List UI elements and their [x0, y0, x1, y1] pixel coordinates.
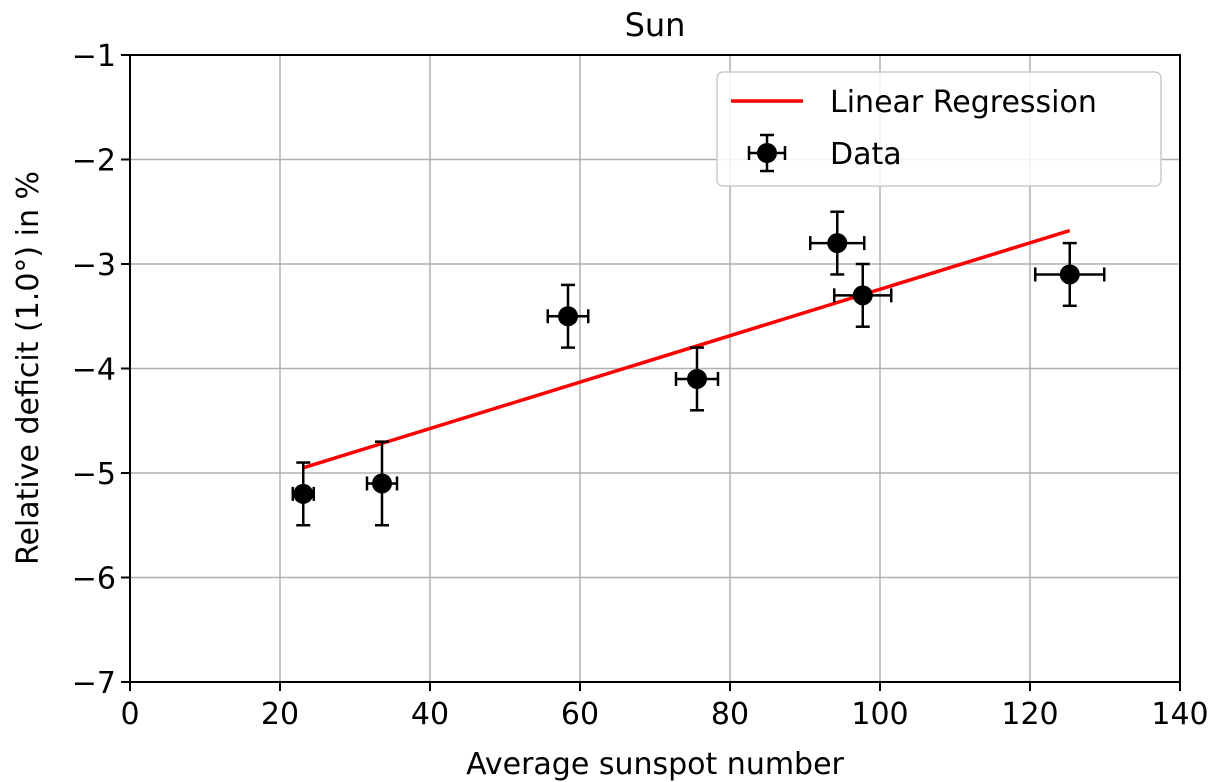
- data-marker: [558, 306, 578, 327]
- legend-data-swatch: [747, 133, 787, 173]
- x-tick-label: 140: [1151, 697, 1208, 732]
- x-tick-label: 100: [851, 697, 908, 732]
- x-axis: 0 20 40 60 80 100 120 140: [120, 682, 1209, 732]
- data-point: [291, 461, 315, 527]
- legend-regression-label: Linear Regression: [830, 85, 1097, 120]
- data-point: [1034, 241, 1106, 308]
- x-tick-label: 120: [1001, 697, 1058, 732]
- x-tick-label: 0: [120, 697, 139, 732]
- regression-line: [302, 228, 1071, 470]
- data-point: [365, 440, 399, 527]
- x-tick-label: 60: [561, 697, 599, 732]
- data-marker: [293, 483, 314, 504]
- y-tick-label: −5: [72, 457, 116, 492]
- x-tick-label: 80: [711, 697, 749, 732]
- y-tick-label: −3: [72, 248, 116, 283]
- legend-data-label: Data: [830, 137, 902, 172]
- chart-title: Sun: [625, 6, 686, 44]
- y-axis: −7 −6 −5 −4 −3 −2 −1: [72, 39, 130, 701]
- y-tick-label: −6: [72, 562, 116, 597]
- data-point: [674, 346, 720, 412]
- y-tick-label: −1: [72, 39, 116, 74]
- data-marker: [372, 473, 392, 494]
- x-tick-label: 40: [411, 697, 449, 732]
- data-marker: [1059, 264, 1080, 285]
- data-marker: [852, 285, 873, 306]
- x-axis-label: Average sunspot number: [466, 747, 844, 782]
- x-tick-label: 20: [261, 697, 299, 732]
- data-point: [833, 262, 893, 328]
- y-axis-label: Relative deficit (1.0°) in %: [11, 171, 46, 565]
- legend-box: [716, 71, 1162, 187]
- data-marker: [687, 368, 707, 389]
- y-tick-label: −7: [72, 666, 116, 701]
- data-point: [546, 283, 590, 349]
- data-point: [809, 210, 866, 276]
- plot-area: [291, 210, 1106, 527]
- data-marker: [827, 233, 848, 254]
- legend: Linear Regression Data: [716, 71, 1162, 187]
- y-tick-label: −4: [72, 353, 116, 388]
- y-tick-label: −2: [72, 144, 116, 179]
